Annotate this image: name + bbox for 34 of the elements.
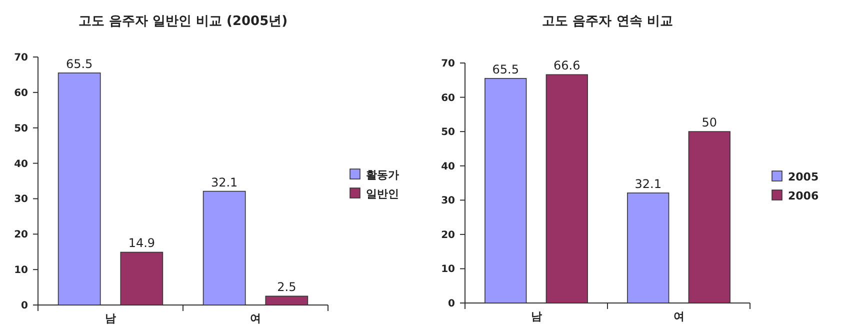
data-label: 14.9 xyxy=(128,236,156,250)
y-tick-label: 0 xyxy=(21,300,28,312)
legend-label: 2006 xyxy=(788,190,819,202)
legend-label: 활동가 xyxy=(366,168,399,182)
y-tick-label: 40 xyxy=(441,161,456,172)
y-tick-label: 50 xyxy=(441,127,456,138)
x-tick-label: 남 xyxy=(105,312,116,325)
y-tick-label: 30 xyxy=(14,194,28,206)
x-tick-label: 남 xyxy=(530,310,542,323)
y-tick-label: 60 xyxy=(14,88,28,99)
y-tick-label: 0 xyxy=(448,298,456,310)
y-tick-label: 40 xyxy=(14,158,28,170)
data-label: 32.1 xyxy=(210,175,238,190)
data-label: 32.1 xyxy=(634,176,662,191)
y-tick-label: 10 xyxy=(441,264,456,276)
y-tick-label: 20 xyxy=(14,230,28,241)
y-tick-label: 70 xyxy=(14,52,28,64)
x-tick-label: 여 xyxy=(250,312,261,325)
data-label: 50 xyxy=(702,116,718,130)
chart-title: 고도 음주자 연속 비교 xyxy=(542,14,673,29)
data-label: 66.6 xyxy=(554,58,580,73)
y-tick-label: 50 xyxy=(14,123,28,134)
x-tick-label: 여 xyxy=(673,310,684,323)
y-tick-label: 10 xyxy=(14,265,28,276)
chart-title: 고도 음주자 일반인 비교 (2005년) xyxy=(78,14,288,29)
y-tick-label: 30 xyxy=(441,196,456,207)
data-label: 65.5 xyxy=(492,62,519,76)
y-tick-label: 70 xyxy=(441,58,456,70)
data-label: 2.5 xyxy=(277,280,296,294)
y-tick-label: 60 xyxy=(441,92,456,104)
y-tick-label: 20 xyxy=(441,230,456,241)
data-label: 65.5 xyxy=(66,56,93,71)
legend-label: 일반인 xyxy=(366,188,399,200)
legend-label: 2005 xyxy=(788,170,819,184)
